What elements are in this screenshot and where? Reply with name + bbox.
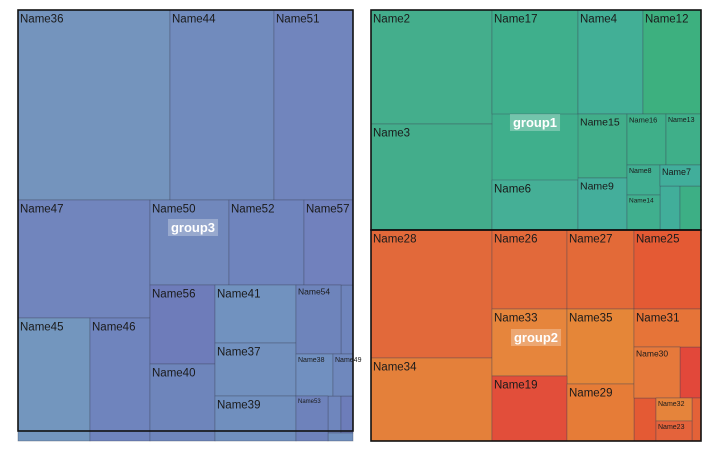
tile-name34[interactable] [370,357,493,442]
tile-label: Name54 [298,287,330,297]
tile-name6[interactable] [491,179,579,231]
tile-label: Name8 [629,168,652,175]
group-label-group2: group2 [514,330,558,345]
filler-tile [659,185,681,231]
group-label-group3: group3 [171,220,215,235]
tile-name40[interactable] [149,363,216,442]
tile-name29[interactable] [566,383,635,442]
tile-name38[interactable] [295,353,334,397]
tile-label: Name53 [298,399,321,405]
tile-name14[interactable] [626,194,661,231]
tile-label: Name39 [217,400,260,412]
tile-label: Name2 [373,14,410,26]
group-label-bg [167,219,219,236]
tile-name17[interactable] [491,9,579,115]
tile-name9[interactable] [577,177,628,231]
tile-label: Name14 [629,198,654,205]
tile-name4[interactable] [577,9,644,115]
tile-label: Name47 [20,204,63,216]
tile-label: Name26 [494,234,537,246]
tile-label: Name38 [298,357,325,364]
tile-label: Name7 [662,167,691,177]
group-label-bg [509,114,561,131]
tile-name44[interactable] [169,9,275,201]
tile-label: Name40 [152,368,195,380]
tile-label: Name30 [636,349,668,359]
tile-name54[interactable] [295,284,342,355]
filler-tile [327,432,354,442]
tile-label: Name35 [569,313,612,325]
tile-name28[interactable] [370,229,493,359]
group-border-group3 [17,9,354,432]
tile-name37[interactable] [214,342,297,397]
tile-name47[interactable] [17,199,151,319]
filler-tile [679,185,702,231]
tile-label: Name16 [629,116,657,125]
tile-label: Name50 [152,204,195,216]
tile-label: Name32 [658,401,685,408]
tile-label: Name52 [231,204,274,216]
tile-name39[interactable] [214,395,297,442]
tile-label: Name37 [217,347,260,359]
tile-label: Name31 [636,313,679,325]
tile-name46[interactable] [89,317,151,442]
filler-tile [691,397,702,442]
filler-tile [340,284,354,355]
filler-tile [327,395,342,434]
tile-name51[interactable] [273,9,354,201]
tile-label: Name17 [494,14,537,26]
tile-label: Name25 [636,234,679,246]
tile-label: Name45 [20,322,63,334]
tile-label: Name19 [494,380,537,392]
tile-name19[interactable] [491,375,568,442]
tile-label: Name9 [580,181,614,193]
tile-label: Name56 [152,289,195,301]
tile-name35[interactable] [566,308,635,385]
tile-label: Name36 [20,14,63,26]
filler-tile [340,395,354,434]
tile-name36[interactable] [17,9,171,201]
tile-label: Name3 [373,128,410,140]
tile-name26[interactable] [491,229,568,310]
tile-name2[interactable] [370,9,493,125]
tile-label: Name33 [494,313,537,325]
tile-name33[interactable] [491,308,568,377]
tile-name8[interactable] [626,164,661,196]
tile-name3[interactable] [370,123,493,231]
tile-label: Name15 [580,117,620,129]
group-label-group1: group1 [513,115,557,130]
tile-label: Name29 [569,388,612,400]
tile-name13[interactable] [665,113,702,166]
tile-name53[interactable] [295,395,329,442]
tile-label: Name41 [217,289,260,301]
tile-label: Name23 [658,424,685,431]
tile-name27[interactable] [566,229,635,310]
tile-label: Name49 [335,357,362,364]
tile-name30[interactable] [633,346,681,399]
tile-label: Name28 [373,234,416,246]
tile-label: Name46 [92,322,135,334]
tile-name45[interactable] [17,317,91,442]
tile-label: Name12 [645,14,688,26]
tile-label: Name57 [306,204,349,216]
tile-label: Name13 [668,117,695,124]
tile-name41[interactable] [214,284,297,344]
tile-label: Name51 [276,14,319,26]
tile-label: Name27 [569,234,612,246]
tile-label: Name44 [172,14,216,26]
group-border-group2 [370,229,702,442]
tile-name12[interactable] [642,9,702,115]
tile-label: Name4 [580,14,618,26]
filler-tile [679,346,702,399]
tile-label: Name6 [494,184,531,196]
tile-label: Name34 [373,362,417,374]
group-label-bg [510,329,562,346]
filler-tile [633,397,657,442]
